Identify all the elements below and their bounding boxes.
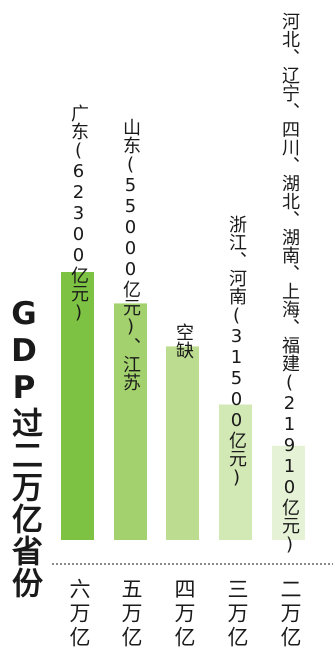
bar-3: [166, 346, 199, 540]
bar-label-1: 广东(62300亿元): [68, 104, 89, 323]
chart-title: GDP过二万亿省份: [6, 296, 42, 599]
bar-label-2: 山东(55000亿元)、江苏: [120, 118, 141, 391]
bar-1: [61, 272, 94, 540]
bar-label-4: 浙江、河南(31500亿元): [226, 215, 247, 488]
category-label-2: 五万亿: [119, 578, 143, 650]
bar-label-3: 空缺: [173, 323, 194, 359]
category-label-4: 三万亿: [225, 578, 249, 650]
bar-5: [272, 445, 305, 540]
category-label-3: 四万亿: [172, 578, 196, 650]
bar-2: [114, 303, 147, 540]
bar-label-5: 河北、辽宁、四川、湖北、湖南、上海、福建(21910亿元): [279, 12, 300, 555]
category-label-1: 六万亿: [67, 578, 91, 650]
category-label-5: 二万亿: [278, 578, 302, 650]
bar-4: [219, 404, 252, 540]
